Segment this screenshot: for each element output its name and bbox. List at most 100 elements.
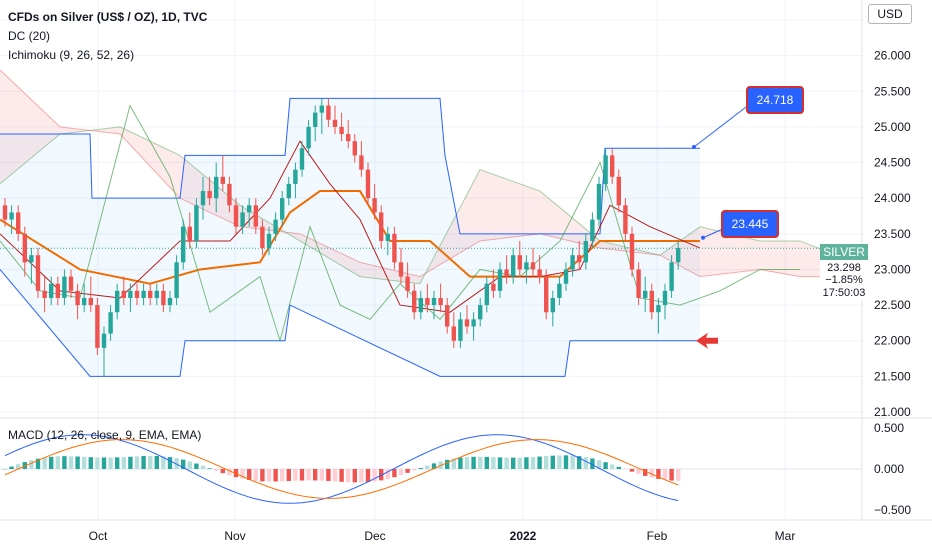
candle-body bbox=[115, 290, 120, 313]
chart-title: CFDs on Silver (US$ / OZ), 1D, TVC bbox=[8, 10, 208, 24]
conversion-line bbox=[0, 140, 701, 313]
macd-histogram-bar bbox=[425, 465, 430, 469]
macd-panel bbox=[0, 434, 862, 504]
candle-body bbox=[464, 319, 470, 327]
macd-histogram-bar bbox=[181, 459, 186, 469]
macd-histogram-bar bbox=[405, 469, 410, 473]
candle-body bbox=[134, 290, 140, 298]
macd-histogram-bar bbox=[82, 456, 87, 469]
candle-body bbox=[194, 205, 199, 241]
candle-body bbox=[154, 290, 159, 298]
candle-body bbox=[636, 269, 641, 298]
candle-body bbox=[623, 205, 628, 234]
callout-upper[interactable]: 24.718 bbox=[746, 86, 804, 114]
macd-histogram-bar bbox=[115, 457, 120, 469]
candle-body bbox=[161, 290, 166, 306]
candle-body bbox=[22, 233, 27, 263]
cloud-area bbox=[0, 69, 855, 284]
macd-histogram-bar bbox=[590, 458, 595, 469]
macd-histogram-bar bbox=[247, 469, 252, 480]
candle-body bbox=[649, 290, 654, 313]
candle-body bbox=[603, 155, 608, 184]
indicator-macd[interactable]: MACD (12, 26, close, 9, EMA, EMA) bbox=[8, 428, 202, 442]
macd-histogram-bar bbox=[365, 469, 371, 483]
candle-body bbox=[313, 112, 318, 127]
macd-histogram-bar bbox=[484, 456, 489, 469]
candle-body bbox=[2, 205, 8, 220]
candlesticks bbox=[2, 98, 681, 377]
price-tick-label: 22.500 bbox=[874, 298, 911, 312]
candle-body bbox=[385, 233, 390, 241]
macd-histogram-bar bbox=[227, 469, 232, 476]
macd-histogram-bar bbox=[392, 469, 397, 478]
macd-histogram-bar bbox=[233, 469, 239, 478]
time-tick-label: Dec bbox=[364, 529, 385, 543]
time-tick-label: Feb bbox=[647, 529, 668, 543]
candle-body bbox=[101, 333, 107, 348]
candle-body bbox=[75, 290, 80, 306]
macd-histogram-bar bbox=[583, 457, 588, 469]
price-tick-label: 21.000 bbox=[874, 405, 911, 419]
macd-histogram-bar bbox=[200, 465, 206, 469]
macd-histogram-bar bbox=[497, 457, 503, 469]
macd-histogram-bar bbox=[62, 456, 67, 469]
candle-body bbox=[425, 297, 430, 306]
candle-body bbox=[95, 305, 100, 348]
callout-anchor-lower bbox=[701, 235, 705, 240]
macd-histogram-bar bbox=[286, 469, 291, 482]
lagging-span bbox=[0, 104, 800, 343]
macd-histogram-bar bbox=[478, 456, 483, 469]
callout-lower[interactable]: 23.445 bbox=[721, 210, 779, 238]
macd-histogram-bar bbox=[656, 469, 661, 479]
candle-body bbox=[550, 297, 555, 313]
macd-histogram-bar bbox=[676, 469, 681, 481]
candle-body bbox=[570, 255, 575, 270]
candle-body bbox=[418, 297, 423, 313]
candle-body bbox=[240, 212, 245, 227]
macd-histogram-bar bbox=[42, 457, 47, 469]
macd-histogram-bar bbox=[2, 469, 8, 470]
callout-leader-upper bbox=[693, 103, 751, 148]
price-tick-label: 24.000 bbox=[874, 191, 911, 205]
candle-body bbox=[524, 262, 529, 270]
currency-button[interactable]: USD bbox=[868, 4, 912, 24]
price-tick-label: 24.500 bbox=[874, 156, 911, 170]
macd-histogram-bar bbox=[398, 469, 404, 476]
macd-histogram-bar bbox=[326, 469, 331, 481]
macd-histogram-bar bbox=[280, 469, 285, 482]
donchian-upper bbox=[0, 97, 700, 235]
macd-histogram-bar bbox=[95, 457, 100, 469]
candle-body bbox=[339, 126, 344, 135]
donchian-lower bbox=[0, 269, 700, 377]
macd-histogram-bar bbox=[128, 456, 133, 469]
candle-body bbox=[29, 255, 34, 263]
candle-body bbox=[530, 262, 536, 270]
candle-body bbox=[326, 105, 331, 120]
macd-histogram-bar bbox=[29, 460, 34, 469]
macd-histogram-bar bbox=[544, 456, 549, 469]
macd-histogram-bar bbox=[603, 462, 608, 469]
candle-body bbox=[181, 226, 186, 263]
candle-body bbox=[478, 305, 483, 320]
macd-histogram-bar bbox=[451, 458, 456, 469]
candle-body bbox=[233, 205, 239, 227]
macd-histogram-bar bbox=[669, 469, 674, 481]
candle-body bbox=[9, 212, 14, 220]
macd-histogram-bar bbox=[563, 455, 569, 469]
macd-histogram-bar bbox=[55, 456, 60, 469]
candle-body bbox=[590, 219, 595, 241]
candle-body bbox=[537, 269, 542, 277]
candle-body bbox=[35, 255, 41, 291]
macd-histogram-bar bbox=[16, 464, 21, 469]
macd-histogram-bar bbox=[431, 463, 437, 469]
price-tick-label: 23.000 bbox=[874, 262, 911, 276]
candle-body bbox=[167, 297, 173, 306]
macd-histogram-bar bbox=[385, 469, 390, 479]
indicator-ichimoku[interactable]: Ichimoku (9, 26, 52, 26) bbox=[8, 48, 135, 62]
macd-histogram-bar bbox=[253, 469, 258, 481]
indicator-dc[interactable]: DC (20) bbox=[8, 29, 51, 43]
macd-histogram-bar bbox=[332, 469, 338, 482]
candle-body bbox=[471, 319, 476, 327]
macd-histogram-bar bbox=[524, 457, 529, 469]
